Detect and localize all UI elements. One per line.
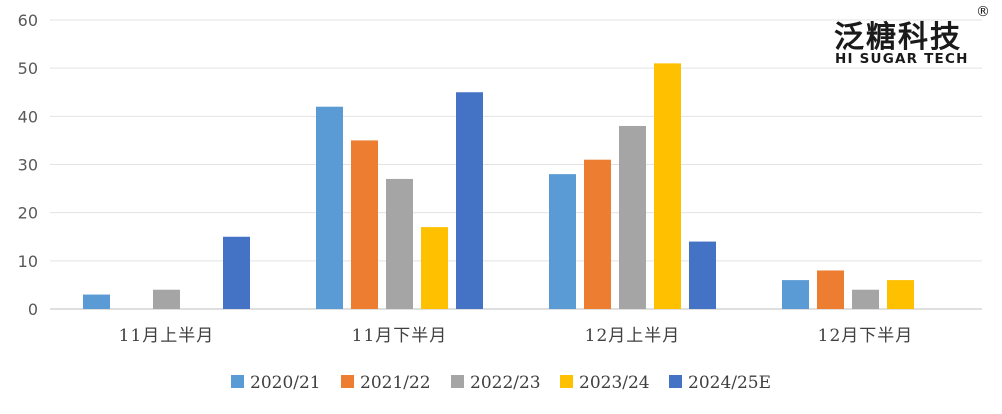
- bar: [689, 241, 716, 309]
- y-tick-label: 30: [18, 156, 38, 175]
- bar: [654, 63, 681, 309]
- legend-label: 2021/22: [360, 373, 431, 393]
- legend-swatch: [560, 375, 573, 388]
- bar: [386, 178, 413, 309]
- bar: [456, 92, 483, 309]
- y-tick-label: 60: [18, 11, 38, 30]
- bar: [817, 270, 844, 309]
- bar: [619, 125, 646, 309]
- bar: [887, 280, 914, 309]
- logo-english-text: HI SUGAR TECH: [835, 51, 969, 67]
- y-tick-label: 50: [18, 59, 38, 78]
- bar: [782, 280, 809, 309]
- legend-swatch: [341, 375, 354, 388]
- x-category-label: 11月下半月: [352, 326, 448, 346]
- bar: [351, 140, 378, 309]
- y-tick-label: 40: [18, 107, 38, 126]
- x-category-label: 11月上半月: [119, 326, 215, 346]
- bar: [153, 289, 180, 309]
- legend-label: 2022/23: [470, 373, 541, 393]
- legend-label: 2020/21: [250, 373, 321, 393]
- registered-mark: ®: [976, 4, 990, 20]
- gridlines: [50, 19, 982, 310]
- logo-chinese-text: 泛糖科技: [834, 20, 962, 55]
- bar: [421, 227, 448, 309]
- y-tick-label: 0: [28, 300, 38, 319]
- legend-label: 2024/25E: [688, 373, 771, 393]
- legend-swatch: [451, 375, 464, 388]
- bar: [223, 236, 250, 309]
- x-category-label: 12月上半月: [585, 326, 681, 346]
- bar: [549, 174, 576, 309]
- y-tick-label: 20: [18, 204, 38, 223]
- bar: [852, 289, 879, 309]
- bar: [316, 106, 343, 309]
- legend-swatch: [231, 375, 244, 388]
- bar: [584, 159, 611, 309]
- legend-label: 2023/24: [579, 373, 650, 393]
- legend: 2020/21 2021/22 2022/23 2023/24 2024/25E: [231, 373, 771, 393]
- legend-swatch: [669, 375, 682, 388]
- brand-logo: 泛糖科技 ® HI SUGAR TECH: [822, 4, 1000, 74]
- bars: [83, 63, 914, 309]
- bar: [83, 294, 110, 309]
- y-tick-label: 10: [18, 252, 38, 271]
- x-category-label: 12月下半月: [818, 326, 914, 346]
- x-axis-categories: 11月上半月 11月下半月 12月上半月 12月下半月: [119, 326, 914, 346]
- y-axis-ticks: 0 10 20 30 40 50 60: [18, 11, 38, 319]
